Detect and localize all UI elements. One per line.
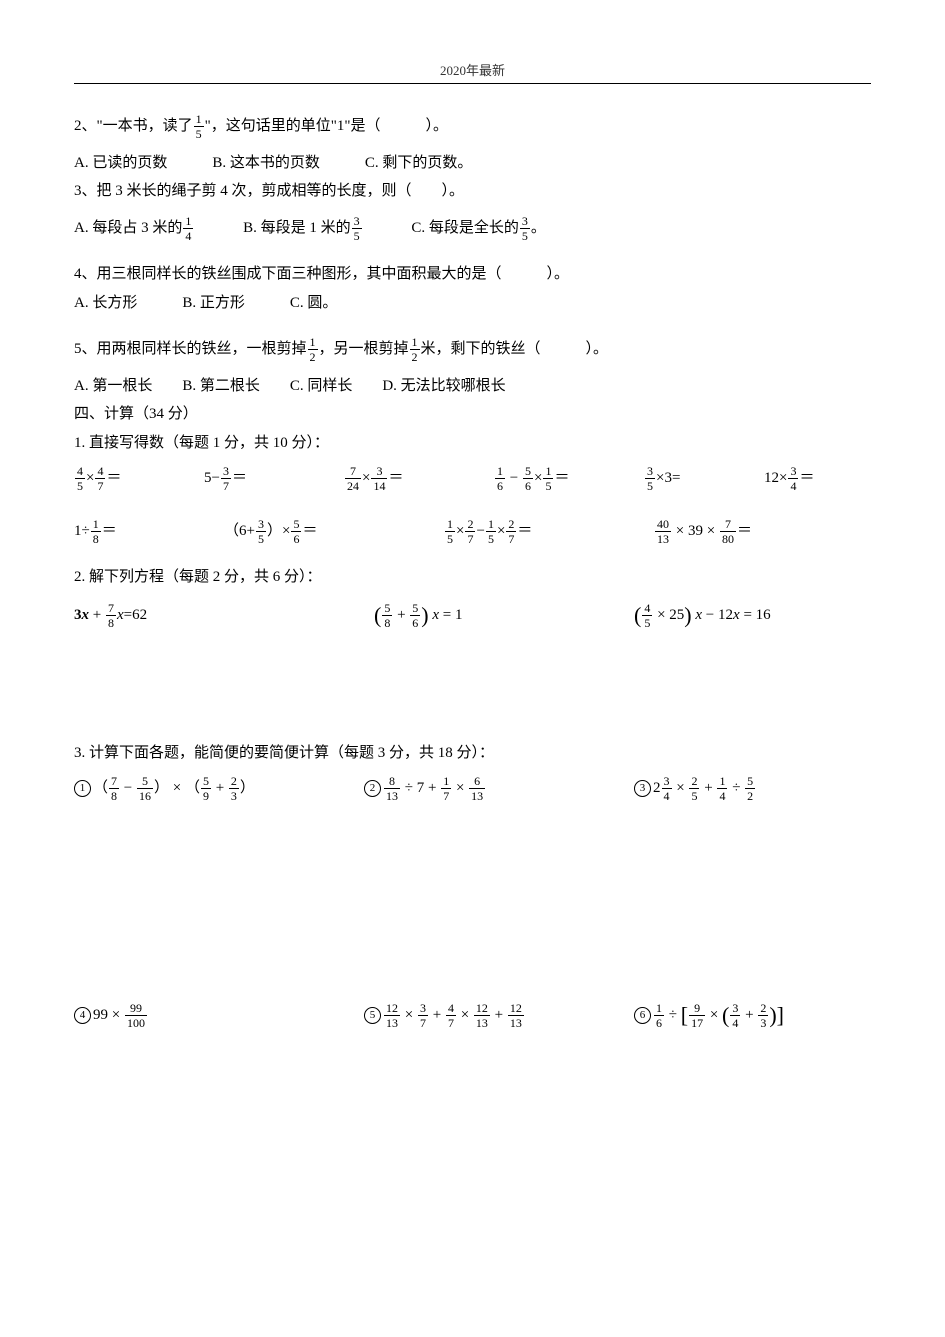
sec4-p2-title: 2. 解下列方程（每题 2 分，共 6 分）： [74,563,871,592]
sec4-p3-title: 3. 计算下面各题，能简便的要简便计算（每题 3 分，共 18 分）： [74,739,871,768]
p2-row: 3x + 78x=62 (58 + 56) x = 1 (45 × 25) x … [74,602,871,629]
circled-4-icon: 4 [74,1007,91,1024]
p1-row2: 1÷18＝ （6+35）×56＝ 15×27−15×27＝ 4013 × 39 … [74,518,871,545]
q5-options: A. 第一根长 B. 第二根长 C. 同样长 D. 无法比较哪根长 [74,372,871,401]
circled-5-icon: 5 [364,1007,381,1024]
p3-row1: 1（78 − 516） × （59 + 23） 2813 ÷ 7 + 17 × … [74,775,871,802]
p1-e5: 35×3= [644,465,764,492]
circled-3-icon: 3 [634,780,651,797]
q4-stem: 4、用三根同样长的铁丝围成下面三种图形，其中面积最大的是（ ）。 [74,260,871,289]
p2-e2: (58 + 56) x = 1 [374,602,634,629]
q3-stem: 3、把 3 米长的绳子剪 4 次，剪成相等的长度，则（ ）。 [74,177,871,206]
p3-e3: 3234 × 25 + 14 ÷ 52 [634,775,756,802]
p1-e10: 4013 × 39 × 780＝ [654,518,752,545]
page: 2020年最新 2、"一本书，读了15"，这句话里的单位"1"是（ ）。 A. … [0,0,945,1099]
sec4-title: 四、计算（34 分） [74,400,871,429]
q4-options: A. 长方形 B. 正方形 C. 圆。 [74,289,871,318]
p1-e7: 1÷18＝ [74,518,224,545]
page-header: 2020年最新 [74,60,871,84]
p3-row2: 499 × 99100 51213 × 37 + 47 × 1213 + 121… [74,1002,871,1029]
q2-stem: 2、"一本书，读了15"，这句话里的单位"1"是（ ）。 [74,112,871,141]
p1-row1: 45×47＝ 5−37＝ 724×314＝ 16 − 56×15＝ 35×3= … [74,465,871,492]
circled-6-icon: 6 [634,1007,651,1024]
p3-e1: 1（78 − 516） × （59 + 23） [74,775,364,802]
p3-e6: 616 ÷ [917 × (34 + 23)] [634,1002,784,1029]
p3-e2: 2813 ÷ 7 + 17 × 613 [364,775,634,802]
circled-1-icon: 1 [74,780,91,797]
q2-options: A. 已读的页数 B. 这本书的页数 C. 剩下的页数。 [74,149,871,178]
p1-e4: 16 − 56×15＝ [494,465,644,492]
p1-e3: 724×314＝ [344,465,494,492]
p3-e5: 51213 × 37 + 47 × 1213 + 1213 [364,1002,634,1029]
p1-e1: 45×47＝ [74,465,204,492]
sec4-p1-title: 1. 直接写得数（每题 1 分，共 10 分）： [74,429,871,458]
circled-2-icon: 2 [364,780,381,797]
p1-e8: （6+35）×56＝ [224,518,444,545]
p1-e9: 15×27−15×27＝ [444,518,654,545]
p1-e6: 12×34＝ [764,465,814,492]
q5-stem: 5、用两根同样长的铁丝，一根剪掉12，另一根剪掉12米，剩下的铁丝（ ）。 [74,335,871,364]
p1-e2: 5−37＝ [204,465,344,492]
p3-e4: 499 × 99100 [74,1002,364,1029]
p2-e3: (45 × 25) x − 12x = 16 [634,602,771,629]
p2-e1: 3x + 78x=62 [74,602,374,629]
q3-options: A. 每段占 3 米的14 B. 每段是 1 米的35 C. 每段是全长的35。 [74,214,871,243]
